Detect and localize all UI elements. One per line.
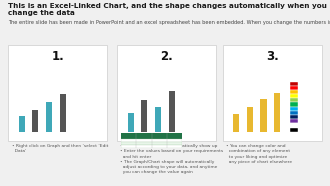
Bar — [32, 110, 39, 132]
Text: 2.: 2. — [160, 50, 173, 63]
Bar — [274, 93, 280, 132]
Bar — [290, 90, 298, 94]
Bar — [290, 111, 298, 115]
Text: This is an Excel-Linked Chart, and the shape changes automatically when you chan: This is an Excel-Linked Chart, and the s… — [8, 3, 327, 16]
Bar — [128, 113, 134, 132]
Bar — [290, 119, 298, 123]
Bar — [290, 81, 298, 86]
Bar — [223, 45, 322, 141]
Bar — [117, 45, 216, 141]
Bar — [121, 139, 182, 142]
Bar — [260, 99, 267, 132]
Bar — [290, 102, 298, 107]
Text: • An excel matrix will automatically show up
• Enter the values based on your re: • An excel matrix will automatically sho… — [120, 144, 224, 174]
Text: • You can change color and
  combination of any element
  to your liking and opt: • You can change color and combination o… — [226, 144, 292, 164]
Bar — [233, 114, 239, 132]
Bar — [121, 145, 182, 148]
Bar — [46, 102, 52, 132]
Bar — [169, 91, 175, 132]
Bar — [290, 107, 298, 111]
Bar — [290, 94, 298, 98]
Bar — [141, 100, 148, 132]
Text: • Right click on Graph and then ‘select ‘Edit
  Data’: • Right click on Graph and then ‘select … — [12, 144, 108, 153]
Bar — [121, 142, 182, 145]
Text: 1.: 1. — [51, 50, 64, 63]
Bar — [290, 115, 298, 119]
Bar — [290, 86, 298, 90]
Bar — [60, 94, 66, 132]
Bar — [290, 128, 298, 132]
Text: 3.: 3. — [266, 50, 279, 63]
Text: The entire slide has been made in PowerPoint and an excel spreadsheet has been e: The entire slide has been made in PowerP… — [8, 20, 330, 25]
Bar — [247, 107, 253, 132]
Bar — [8, 45, 107, 141]
Bar — [121, 133, 182, 139]
Bar — [290, 98, 298, 102]
Bar — [290, 123, 298, 128]
Bar — [19, 116, 25, 132]
Bar — [155, 107, 161, 132]
